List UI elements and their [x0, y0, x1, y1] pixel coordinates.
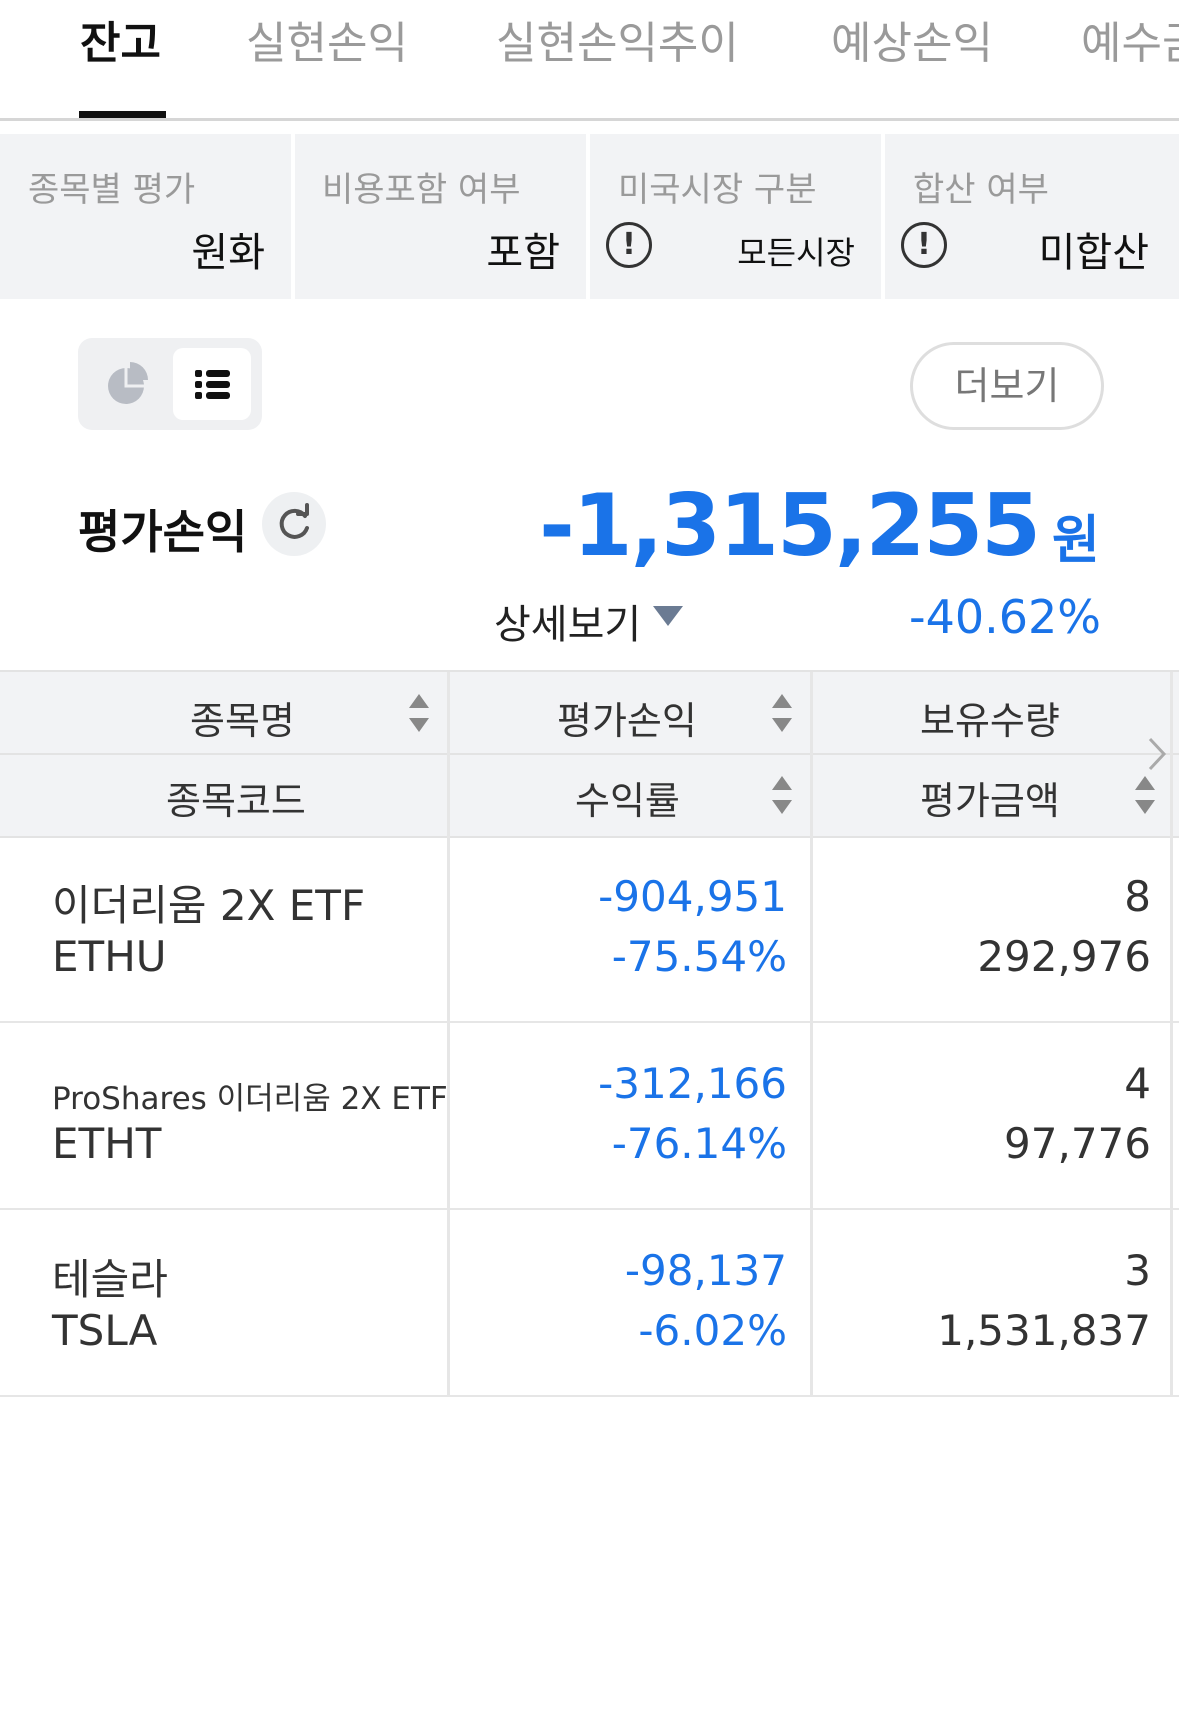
- col-header-rate[interactable]: 수익률: [575, 779, 680, 823]
- tab-bar: 잔고 실현손익 실현손익추이 예상손익 예수금: [0, 0, 1179, 121]
- stock-qty: 4: [1124, 1059, 1151, 1108]
- stock-code: TSLA: [52, 1306, 158, 1355]
- filter-us-market[interactable]: 미국시장 구분 ! 모든시장: [590, 134, 881, 299]
- stock-rate: -76.14%: [611, 1119, 787, 1168]
- evaluation-pnl-label: 평가손익: [78, 505, 248, 559]
- divider: [810, 1023, 813, 1208]
- table-row[interactable]: 이더리움 2X ETF ETHU -904,951 -75.54% 8 292,…: [0, 836, 1179, 1023]
- stock-rate: -6.02%: [638, 1306, 787, 1355]
- filter-value: 원화: [191, 230, 265, 276]
- filter-bar: 종목별 평가 원화 비용포함 여부 포함 미국시장 구분 ! 모든시장 합산 여…: [0, 134, 1179, 299]
- divider: [447, 1023, 450, 1208]
- refresh-button[interactable]: [262, 492, 326, 556]
- caret-down-icon[interactable]: [653, 606, 683, 626]
- table-row[interactable]: 테슬라 TSLA -98,137 -6.02% 3 1,531,837: [0, 1210, 1179, 1397]
- filter-aggregate[interactable]: 합산 여부 ! 미합산: [885, 134, 1179, 299]
- stock-code: ETHU: [52, 932, 167, 981]
- sort-icon[interactable]: [771, 774, 793, 816]
- divider: [1170, 1023, 1173, 1208]
- divider: [1170, 836, 1173, 1021]
- stock-amount: 292,976: [977, 932, 1151, 981]
- list-view-button[interactable]: [173, 348, 251, 420]
- pie-chart-icon: [108, 362, 148, 404]
- divider: [810, 672, 813, 836]
- filter-label: 비용포함 여부: [322, 170, 521, 210]
- stock-pnl: -312,166: [598, 1059, 787, 1108]
- tab-realized-pnl[interactable]: 실현손익: [246, 18, 408, 69]
- col-header-code[interactable]: 종목코드: [166, 779, 306, 823]
- info-icon[interactable]: !: [606, 222, 652, 268]
- stock-amount: 97,776: [1004, 1119, 1151, 1168]
- stock-name: ProShares 이더리움 2X ETF: [52, 1081, 448, 1117]
- divider: [447, 1210, 450, 1395]
- stock-qty: 3: [1124, 1246, 1151, 1295]
- filter-value: 포함: [486, 230, 560, 276]
- divider: [1170, 672, 1173, 836]
- filter-valuation[interactable]: 종목별 평가 원화: [0, 134, 291, 299]
- info-icon[interactable]: !: [901, 222, 947, 268]
- stock-qty: 8: [1124, 872, 1151, 921]
- divider: [810, 1210, 813, 1395]
- view-toggle: [78, 338, 262, 430]
- col-header-amount[interactable]: 평가금액: [920, 779, 1060, 823]
- filter-value: 모든시장: [737, 234, 855, 272]
- tab-deposit[interactable]: 예수금: [1081, 18, 1179, 69]
- divider: [810, 836, 813, 1021]
- more-button[interactable]: 더보기: [910, 342, 1104, 430]
- detail-toggle[interactable]: 상세보기: [494, 602, 642, 648]
- stock-code: ETHT: [52, 1119, 162, 1168]
- evaluation-pnl-value: -1,315,255: [539, 476, 1041, 576]
- stock-rate: -75.54%: [611, 932, 787, 981]
- chevron-right-icon[interactable]: [1146, 736, 1168, 772]
- divider: [447, 672, 450, 836]
- col-header-name[interactable]: 종목명: [190, 699, 295, 743]
- evaluation-pnl-percent: -40.62%: [909, 590, 1101, 644]
- refresh-icon: [279, 503, 309, 539]
- tab-realized-pnl-trend[interactable]: 실현손익추이: [496, 18, 739, 69]
- filter-cost-included[interactable]: 비용포함 여부 포함: [295, 134, 586, 299]
- stock-name: 이더리움 2X ETF: [52, 881, 366, 930]
- list-icon: [195, 370, 230, 399]
- divider: [447, 836, 450, 1021]
- table-row[interactable]: ProShares 이더리움 2X ETF ETHT -312,166 -76.…: [0, 1023, 1179, 1210]
- stock-name: 테슬라: [52, 1255, 168, 1304]
- tab-balance[interactable]: 잔고: [80, 18, 161, 69]
- sort-icon[interactable]: [771, 692, 793, 734]
- divider: [0, 753, 1179, 755]
- stock-pnl: -904,951: [598, 872, 787, 921]
- filter-label: 합산 여부: [913, 170, 1049, 210]
- active-tab-indicator: [79, 111, 166, 118]
- col-header-pnl[interactable]: 평가손익: [557, 699, 697, 743]
- holdings-table-header: 종목명 평가손익 보유수량 종목코드 수익률 평가금액: [0, 670, 1179, 838]
- stock-pnl: -98,137: [624, 1246, 787, 1295]
- chart-view-button[interactable]: [88, 348, 166, 420]
- sort-icon[interactable]: [1134, 774, 1156, 816]
- stock-amount: 1,531,837: [937, 1306, 1151, 1355]
- tab-expected-pnl[interactable]: 예상손익: [831, 18, 993, 69]
- divider: [1170, 1210, 1173, 1395]
- filter-label: 미국시장 구분: [618, 170, 817, 210]
- col-header-qty[interactable]: 보유수량: [920, 699, 1060, 743]
- sort-icon[interactable]: [408, 692, 430, 734]
- currency-unit: 원: [1052, 511, 1100, 571]
- filter-label: 종목별 평가: [28, 170, 196, 210]
- filter-value: 미합산: [1038, 230, 1149, 276]
